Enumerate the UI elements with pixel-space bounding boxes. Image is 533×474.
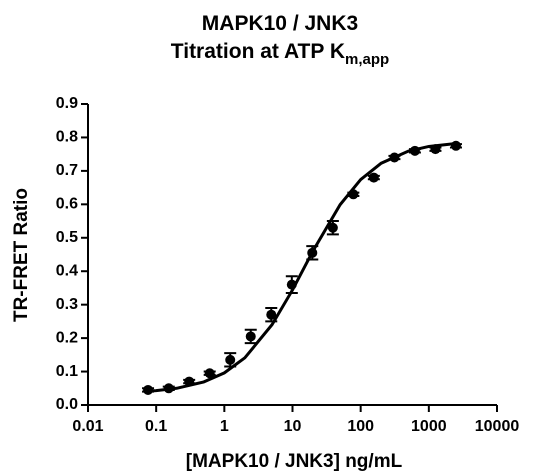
data-point bbox=[327, 222, 338, 233]
data-point bbox=[409, 145, 420, 156]
y-axis-label: TR-FRET Ratio bbox=[11, 188, 32, 322]
x-tick-label: 1000 bbox=[411, 418, 447, 435]
data-point bbox=[307, 247, 318, 258]
data-point bbox=[266, 309, 277, 320]
y-tick-label: 0.1 bbox=[56, 363, 78, 380]
x-tick-label: 100 bbox=[347, 418, 374, 435]
y-tick-label: 0.3 bbox=[56, 296, 78, 313]
data-point bbox=[245, 331, 256, 342]
data-point bbox=[143, 384, 154, 395]
x-tick-label: 1 bbox=[220, 418, 229, 435]
y-tick-label: 0.9 bbox=[56, 95, 78, 112]
data-point bbox=[389, 152, 400, 163]
data-point bbox=[348, 189, 359, 200]
chart-title: MAPK10 / JNK3 bbox=[202, 12, 358, 35]
fit-curve bbox=[145, 141, 457, 393]
data-point bbox=[204, 368, 215, 379]
x-tick-label: 0.01 bbox=[72, 418, 103, 435]
data-point bbox=[163, 383, 174, 394]
data-point bbox=[286, 279, 297, 290]
data-point bbox=[225, 354, 236, 365]
y-tick-label: 0.4 bbox=[56, 262, 78, 279]
data-point bbox=[368, 172, 379, 183]
y-tick-label: 0.8 bbox=[56, 129, 78, 146]
y-tick-label: 0.7 bbox=[56, 162, 78, 179]
y-tick-label: 0.0 bbox=[56, 396, 78, 413]
chart-title-text: Titration at ATP K bbox=[171, 40, 345, 63]
x-tick-label: 10 bbox=[284, 418, 302, 435]
y-tick-label: 0.2 bbox=[56, 329, 78, 346]
data-point bbox=[450, 140, 461, 151]
y-tick-label: 0.5 bbox=[56, 229, 78, 246]
x-tick-label: 0.1 bbox=[145, 418, 167, 435]
x-axis-label: [MAPK10 / JNK3] ng/mL bbox=[186, 451, 403, 472]
data-point bbox=[184, 376, 195, 387]
chart-title-subscript: m,app bbox=[345, 51, 389, 68]
data-point bbox=[430, 144, 441, 155]
x-tick-label: 10000 bbox=[475, 418, 520, 435]
y-tick-label: 0.6 bbox=[56, 196, 78, 213]
chart-title: Titration at ATP Km,app bbox=[171, 40, 389, 68]
